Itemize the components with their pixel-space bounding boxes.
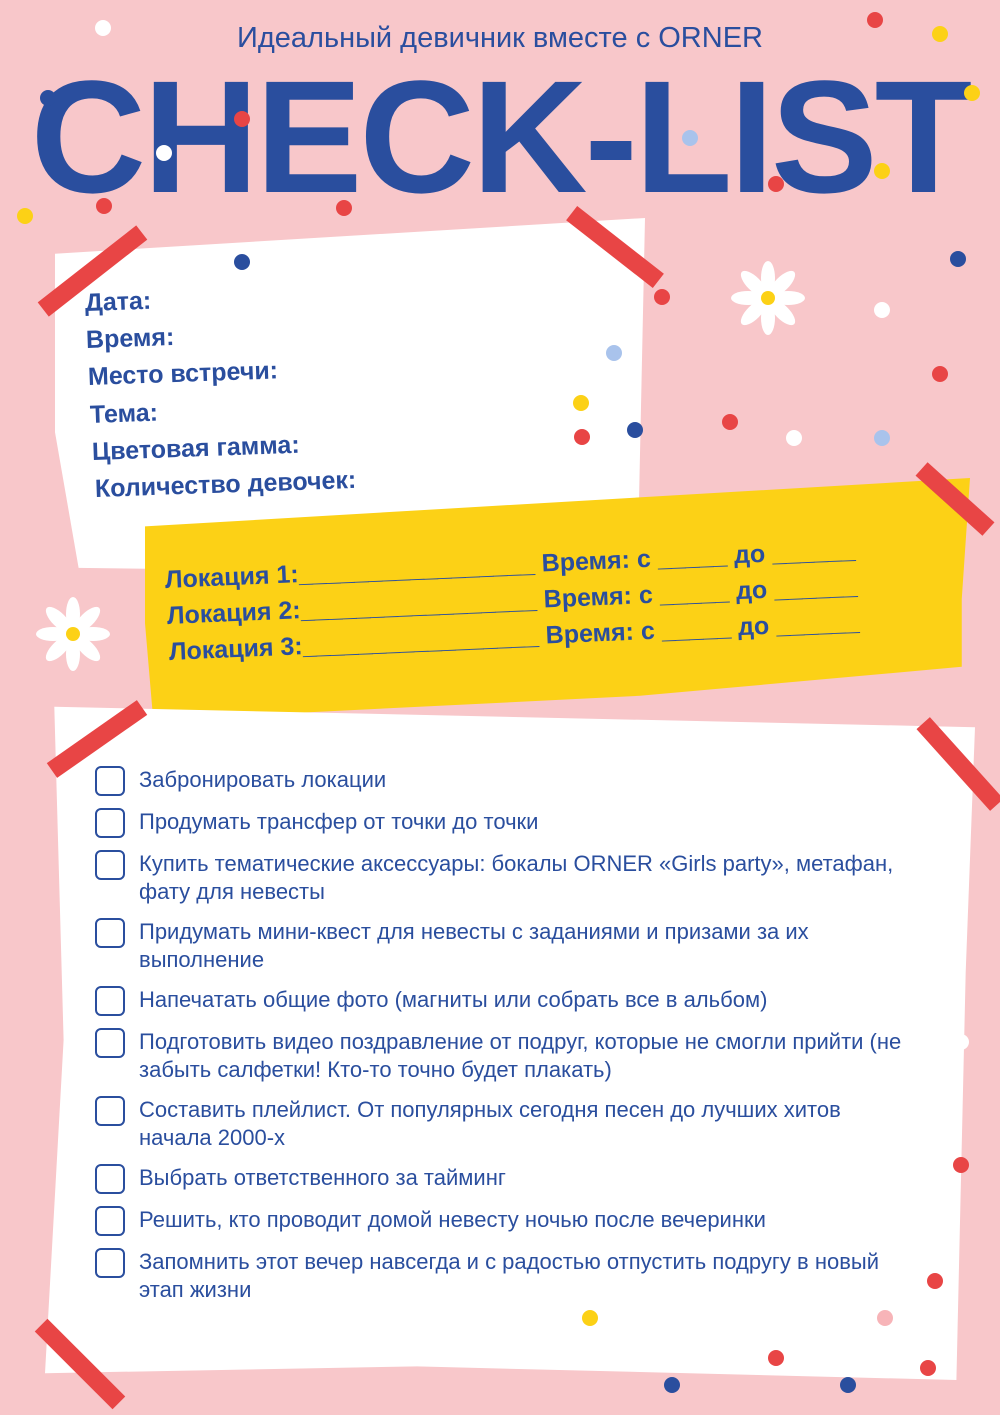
confetti-dot [964, 85, 980, 101]
checkbox[interactable] [95, 1164, 125, 1194]
confetti-dot [874, 302, 890, 318]
confetti-dot [920, 1360, 936, 1376]
confetti-dot [722, 414, 738, 430]
confetti-dot [768, 1350, 784, 1366]
confetti-dot [156, 145, 172, 161]
confetti-dot [950, 251, 966, 267]
confetti-dot [927, 1273, 943, 1289]
confetti-dot [17, 208, 33, 224]
checklist-item-text: Забронировать локации [139, 767, 387, 792]
confetti-dot [40, 90, 56, 106]
daisy-icon [731, 261, 805, 335]
confetti-dot [874, 163, 890, 179]
checklist-item: Решить, кто проводит домой невесту ночью… [95, 1206, 925, 1236]
checkbox[interactable] [95, 808, 125, 838]
checkbox[interactable] [95, 1206, 125, 1236]
confetti-dot [234, 111, 250, 127]
checklist-item-text: Запомнить этот вечер навсегда и с радост… [139, 1249, 879, 1302]
confetti-dot [932, 366, 948, 382]
confetti-dot [664, 1377, 680, 1393]
checklist-item: Придумать мини-квест для невесты с задан… [95, 918, 925, 974]
checklist-item: Продумать трансфер от точки до точки [95, 808, 925, 838]
confetti-dot [336, 200, 352, 216]
checklist-item: Выбрать ответственного за тайминг [95, 1164, 925, 1194]
checkbox[interactable] [95, 1248, 125, 1278]
field-time: Время: [85, 322, 175, 354]
field-theme: Тема: [89, 398, 159, 429]
checklist-item-text: Напечатать общие фото (магниты или собра… [139, 987, 768, 1012]
checklist-item: Запомнить этот вечер навсегда и с радост… [95, 1248, 925, 1304]
confetti-dot [606, 345, 622, 361]
checklist-card [45, 706, 975, 1380]
checklist-item-text: Подготовить видео поздравление от подруг… [139, 1029, 902, 1082]
confetti-dot [574, 429, 590, 445]
checklist-item: Забронировать локации [95, 766, 925, 796]
checklist-item-text: Выбрать ответственного за тайминг [139, 1165, 506, 1190]
checklist-item-text: Придумать мини-квест для невесты с задан… [139, 919, 809, 972]
checkbox[interactable] [95, 1028, 125, 1058]
confetti-dot [234, 254, 250, 270]
subtitle: Идеальный девичник вместе с ORNER [237, 22, 763, 54]
checklist-item-text: Продумать трансфер от точки до точки [139, 809, 539, 834]
confetti-dot [627, 422, 643, 438]
confetti-dot [877, 1310, 893, 1326]
confetti-dot [953, 1034, 969, 1050]
checklist-item: Составить плейлист. От популярных сегодн… [95, 1096, 925, 1152]
field-date: Дата: [84, 286, 152, 317]
confetti-dot [654, 289, 670, 305]
checklist-item: Подготовить видео поздравление от подруг… [95, 1028, 925, 1084]
confetti-dot [95, 20, 111, 36]
confetti-dot [768, 176, 784, 192]
confetti-dot [840, 1377, 856, 1393]
daisy-icon [36, 597, 110, 671]
checkbox[interactable] [95, 918, 125, 948]
confetti-dot [953, 1157, 969, 1173]
checklist-item-text: Купить тематические аксессуары: бокалы O… [139, 851, 894, 904]
checkbox[interactable] [95, 986, 125, 1016]
confetti-dot [96, 198, 112, 214]
confetti-dot [582, 1310, 598, 1326]
checklist-item: Купить тематические аксессуары: бокалы O… [95, 850, 925, 906]
checklist: Забронировать локации Продумать трансфер … [95, 766, 925, 1316]
page-title: CHECK-LIST [30, 47, 973, 226]
confetti-dot [867, 12, 883, 28]
checklist-item-text: Составить плейлист. От популярных сегодн… [139, 1097, 841, 1150]
confetti-dot [682, 130, 698, 146]
confetti-dot [786, 430, 802, 446]
checkbox[interactable] [95, 1096, 125, 1126]
checkbox[interactable] [95, 850, 125, 880]
confetti-dot [932, 26, 948, 42]
confetti-dot [573, 395, 589, 411]
checklist-item: Напечатать общие фото (магниты или собра… [95, 986, 925, 1016]
checkbox[interactable] [95, 766, 125, 796]
checklist-item-text: Решить, кто проводит домой невесту ночью… [139, 1207, 766, 1232]
confetti-dot [874, 430, 890, 446]
